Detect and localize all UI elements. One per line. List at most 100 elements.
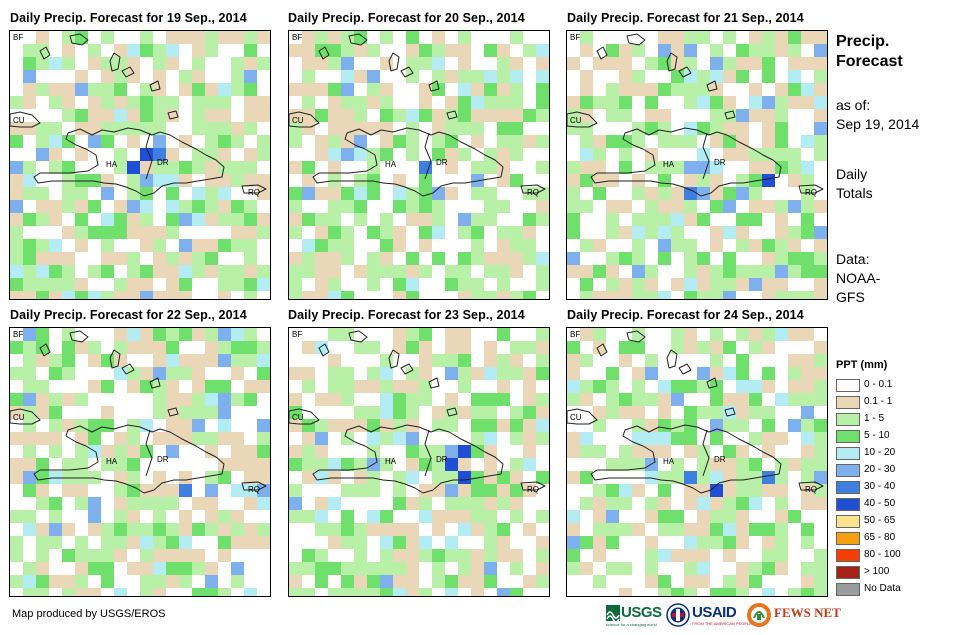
precip-cell xyxy=(10,96,23,109)
precip-cell xyxy=(697,96,710,109)
precip-cell xyxy=(192,57,205,70)
precip-cell xyxy=(127,497,140,510)
precip-cell xyxy=(775,549,788,562)
precip-cell xyxy=(723,549,736,562)
precip-cell xyxy=(114,471,127,484)
precip-cell xyxy=(749,57,762,70)
precip-cell xyxy=(580,148,593,161)
precip-cell xyxy=(166,536,179,549)
precip-cell xyxy=(62,57,75,70)
precip-cell xyxy=(419,200,432,213)
precip-cell xyxy=(814,200,827,213)
precip-cell xyxy=(697,70,710,83)
precip-cell xyxy=(328,200,341,213)
precip-cell xyxy=(302,109,315,122)
precip-cell xyxy=(328,291,341,299)
precip-cell xyxy=(23,588,36,596)
precip-cell xyxy=(697,213,710,226)
precip-cell xyxy=(179,367,192,380)
precip-cell xyxy=(710,187,723,200)
precip-cell xyxy=(406,70,419,83)
precip-cell xyxy=(697,187,710,200)
precip-cell xyxy=(671,393,684,406)
precip-cell xyxy=(736,354,749,367)
precip-cell xyxy=(244,328,257,341)
precip-cell xyxy=(179,354,192,367)
precip-cell xyxy=(645,354,658,367)
precip-cell xyxy=(244,471,257,484)
precip-cell xyxy=(684,200,697,213)
precip-cell xyxy=(458,44,471,57)
precip-cell xyxy=(205,109,218,122)
precip-cell xyxy=(445,497,458,510)
precip-cell xyxy=(710,406,723,419)
precip-cell-high xyxy=(458,471,471,484)
precip-cell xyxy=(775,265,788,278)
precip-cell xyxy=(801,562,814,575)
precip-cell xyxy=(10,135,23,148)
precip-cell xyxy=(445,445,458,458)
precip-cell xyxy=(723,458,736,471)
precip-cell xyxy=(166,57,179,70)
precip-cell xyxy=(484,471,497,484)
precip-cell xyxy=(302,44,315,57)
precip-cell xyxy=(697,291,710,299)
precip-cell xyxy=(606,200,619,213)
panel-title-2: Daily Precip. Forecast for 20 Sep., 2014 xyxy=(288,11,525,25)
precip-cell xyxy=(75,419,88,432)
precip-cell xyxy=(645,57,658,70)
precip-cell xyxy=(445,588,458,596)
precip-cell xyxy=(62,161,75,174)
precip-cell xyxy=(406,291,419,299)
precip-cell xyxy=(458,328,471,341)
precip-cell xyxy=(723,575,736,588)
precip-cell xyxy=(380,109,393,122)
precip-cell xyxy=(762,291,775,299)
precip-cell-high xyxy=(762,471,775,484)
precip-cell xyxy=(593,291,606,299)
precip-cell xyxy=(458,510,471,523)
precip-cell xyxy=(723,419,736,432)
precip-cell xyxy=(801,432,814,445)
precip-cell xyxy=(658,419,671,432)
precip-cell xyxy=(328,536,341,549)
precip-cell xyxy=(88,109,101,122)
precip-cell xyxy=(380,432,393,445)
precip-cell xyxy=(218,536,231,549)
precip-cell xyxy=(458,575,471,588)
precip-cell xyxy=(36,562,49,575)
precip-cell xyxy=(49,354,62,367)
precip-cell xyxy=(354,588,367,596)
precip-cell xyxy=(140,575,153,588)
precip-cell xyxy=(814,57,827,70)
precip-cell xyxy=(328,393,341,406)
data-source-line3: GFS xyxy=(836,289,865,305)
precip-cell xyxy=(723,70,736,83)
precip-cell xyxy=(775,96,788,109)
precip-cell xyxy=(814,393,827,406)
precip-cell xyxy=(192,122,205,135)
precip-cell xyxy=(244,445,257,458)
precip-cell xyxy=(632,458,645,471)
precip-cell xyxy=(658,484,671,497)
bahamas-outline xyxy=(400,363,414,375)
precip-cell xyxy=(328,135,341,148)
precip-cell xyxy=(341,432,354,445)
precip-cell xyxy=(101,458,114,471)
precip-cell xyxy=(580,278,593,291)
precip-cell xyxy=(231,562,244,575)
precip-cell xyxy=(62,575,75,588)
precip-cell xyxy=(497,70,510,83)
precip-cell xyxy=(658,122,671,135)
precip-cell xyxy=(153,291,166,299)
precip-cell xyxy=(632,484,645,497)
precip-cell xyxy=(788,354,801,367)
precip-cell xyxy=(127,471,140,484)
precip-cell xyxy=(218,200,231,213)
precip-cell xyxy=(218,109,231,122)
precip-cell xyxy=(593,510,606,523)
precip-cell xyxy=(749,213,762,226)
precip-cell xyxy=(762,239,775,252)
haiti-dr-border xyxy=(145,132,153,180)
